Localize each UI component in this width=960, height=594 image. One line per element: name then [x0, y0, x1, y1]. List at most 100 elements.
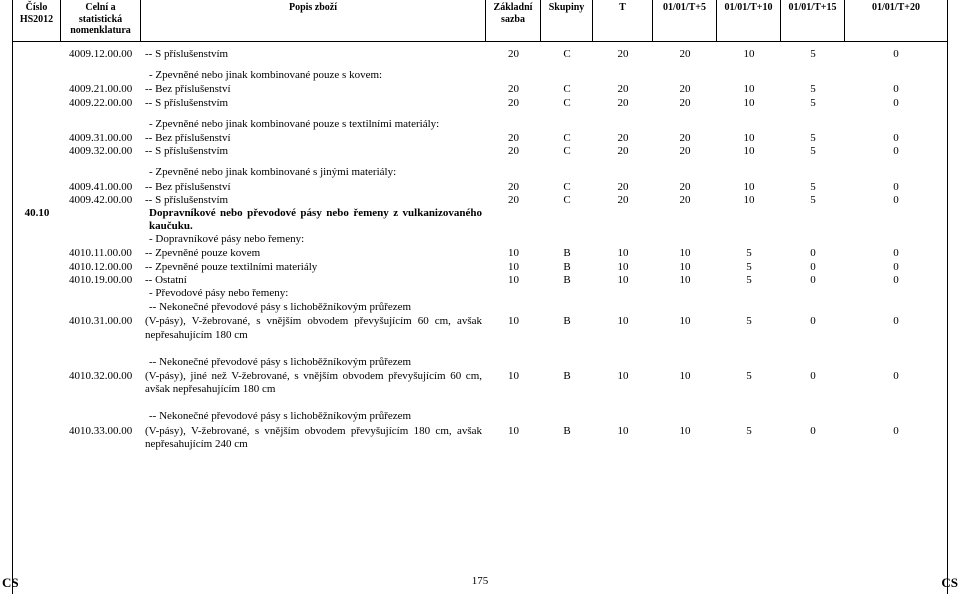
- cell-hs: [13, 274, 61, 287]
- cell-t: 20: [593, 132, 653, 145]
- table-row: 4009.12.00.00-- S příslušenstvím20C20201…: [13, 48, 947, 61]
- cell-hs: 40.10: [13, 207, 61, 233]
- col-t10: 01/01/T+10: [717, 0, 781, 41]
- cell-t5: 20: [653, 194, 717, 207]
- table-row: 4009.21.00.00-- Bez příslušenství20C2020…: [13, 83, 947, 96]
- cell-hs: [13, 396, 61, 410]
- cell-t10: [717, 207, 781, 233]
- cell-t15: [781, 342, 845, 356]
- cell-desc: -- S příslušenstvím: [141, 97, 486, 110]
- cell-desc: -- Bez příslušenství: [141, 83, 486, 96]
- page-footer: CS 175 CS: [0, 575, 960, 591]
- cell-sk: [541, 287, 593, 300]
- cell-t: 20: [593, 194, 653, 207]
- cell-t: 10: [593, 274, 653, 287]
- cell-t20: [845, 69, 947, 82]
- cell-t15: 0: [781, 274, 845, 287]
- cell-t: 20: [593, 48, 653, 61]
- cell-sk: C: [541, 48, 593, 61]
- cell-nom: 4010.12.00.00: [61, 261, 141, 274]
- cell-t15: [781, 69, 845, 82]
- cell-t5: 20: [653, 132, 717, 145]
- table-row: 4010.33.00.00(V-pásy), V-žebrované, s vn…: [13, 425, 947, 451]
- cell-desc: -- Bez příslušenství: [141, 181, 486, 194]
- cell-t15: 0: [781, 261, 845, 274]
- cell-sk: [541, 396, 593, 410]
- cell-nom: 4009.12.00.00: [61, 48, 141, 61]
- col-nom: Celní a statistická nomenklatura: [61, 0, 141, 41]
- table-row: [13, 342, 947, 356]
- cell-sazba: [486, 356, 541, 369]
- cell-t5: 20: [653, 48, 717, 61]
- cell-nom: [61, 69, 141, 82]
- footer-left: CS: [2, 575, 19, 591]
- cell-t10: 5: [717, 425, 781, 451]
- cell-sazba: 10: [486, 274, 541, 287]
- table-row: 4010.11.00.00-- Zpevněné pouze kovem10B1…: [13, 247, 947, 260]
- cell-nom: [61, 396, 141, 410]
- cell-nom: 4009.31.00.00: [61, 132, 141, 145]
- cell-t5: [653, 342, 717, 356]
- cell-t15: [781, 207, 845, 233]
- cell-t15: 0: [781, 315, 845, 341]
- cell-desc: - Dopravníkové pásy nebo řemeny:: [141, 233, 486, 246]
- cell-nom: [61, 287, 141, 300]
- cell-t20: 0: [845, 370, 947, 396]
- cell-t5: [653, 410, 717, 423]
- table-frame: Číslo HS2012 Celní a statistická nomenkl…: [12, 0, 948, 594]
- cell-sazba: 10: [486, 261, 541, 274]
- cell-desc: [141, 396, 486, 410]
- cell-hs: [13, 132, 61, 145]
- cell-sk: B: [541, 425, 593, 451]
- cell-t10: [717, 396, 781, 410]
- cell-t20: [845, 118, 947, 131]
- cell-sazba: [486, 396, 541, 410]
- cell-hs: [13, 48, 61, 61]
- cell-t5: 20: [653, 145, 717, 158]
- cell-desc: - Zpevněné nebo jinak kombinované s jiný…: [141, 166, 486, 179]
- cell-sk: B: [541, 370, 593, 396]
- cell-nom: [61, 301, 141, 314]
- cell-t10: 5: [717, 261, 781, 274]
- cell-nom: [61, 410, 141, 423]
- cell-sk: [541, 118, 593, 131]
- cell-t10: [717, 69, 781, 82]
- cell-t10: [717, 233, 781, 246]
- cell-t20: [845, 410, 947, 423]
- cell-desc: -- Nekonečné převodové pásy s lichoběžní…: [141, 301, 486, 314]
- cell-desc: -- Nekonečné převodové pásy s lichoběžní…: [141, 410, 486, 423]
- table-row: - Zpevněné nebo jinak kombinované s jiný…: [13, 166, 947, 179]
- cell-nom: [61, 118, 141, 131]
- cell-desc: - Zpevněné nebo jinak kombinované pouze …: [141, 118, 486, 131]
- cell-t15: 5: [781, 181, 845, 194]
- cell-t10: 5: [717, 370, 781, 396]
- col-sazba: Základní sazba: [486, 0, 541, 41]
- cell-t10: [717, 410, 781, 423]
- cell-t10: [717, 166, 781, 179]
- col-t5: 01/01/T+5: [653, 0, 717, 41]
- cell-sk: [541, 166, 593, 179]
- table-row: 4010.12.00.00-- Zpevněné pouze textilním…: [13, 261, 947, 274]
- cell-sk: C: [541, 194, 593, 207]
- cell-t: [593, 342, 653, 356]
- cell-hs: [13, 145, 61, 158]
- cell-desc: -- Zpevněné pouze textilními materiály: [141, 261, 486, 274]
- cell-hs: [13, 261, 61, 274]
- table-row: 4009.41.00.00-- Bez příslušenství20C2020…: [13, 181, 947, 194]
- cell-t: 10: [593, 315, 653, 341]
- cell-t10: 10: [717, 83, 781, 96]
- cell-t15: [781, 356, 845, 369]
- cell-t20: 0: [845, 315, 947, 341]
- cell-hs: [13, 410, 61, 423]
- cell-sk: [541, 342, 593, 356]
- cell-sk: B: [541, 261, 593, 274]
- cell-t15: [781, 166, 845, 179]
- cell-t5: [653, 118, 717, 131]
- cell-t5: [653, 287, 717, 300]
- cell-sazba: [486, 118, 541, 131]
- table-row: -- Nekonečné převodové pásy s lichoběžní…: [13, 356, 947, 369]
- footer-page: 175: [472, 575, 489, 591]
- cell-desc: - Převodové pásy nebo řemeny:: [141, 287, 486, 300]
- cell-t10: [717, 356, 781, 369]
- table-body: 4009.12.00.00-- S příslušenstvím20C20201…: [13, 42, 947, 451]
